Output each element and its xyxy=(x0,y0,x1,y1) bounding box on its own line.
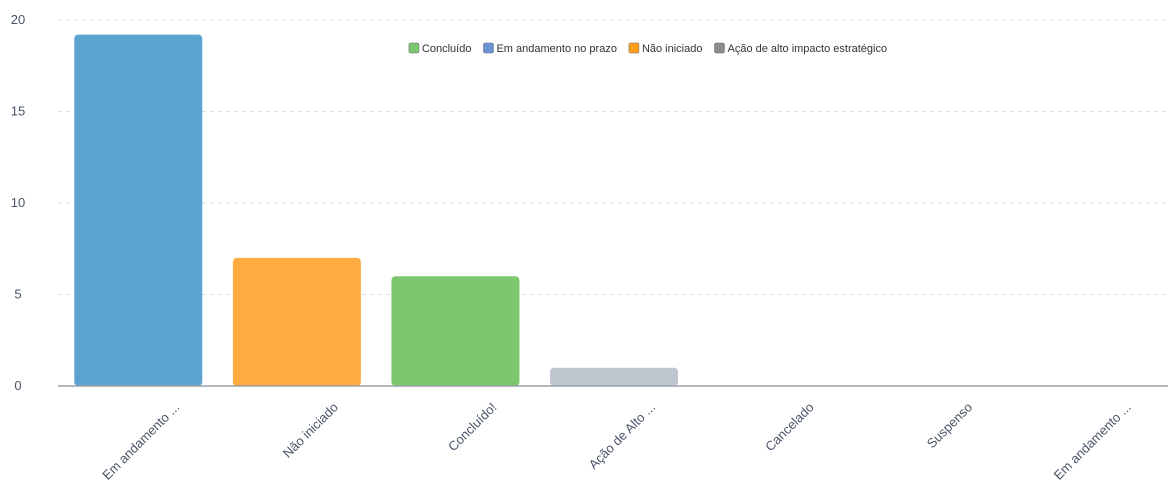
x-tick-label: Não iniciado xyxy=(280,400,341,461)
x-axis: Em andamento ... Não iniciado Concluído! Aç… xyxy=(99,400,1134,482)
y-axis: 0 5 10 15 20 xyxy=(11,12,25,393)
bar[interactable] xyxy=(232,257,361,386)
bar[interactable] xyxy=(74,34,203,386)
legend-swatch xyxy=(628,42,640,54)
legend-label[interactable]: Concluído xyxy=(422,43,472,55)
y-tick-label: 0 xyxy=(14,378,21,393)
legend-swatch xyxy=(408,42,420,54)
bar[interactable] xyxy=(391,276,520,386)
legend-label[interactable]: Ação de alto impacto estratégico xyxy=(727,43,887,55)
legend-label[interactable]: Não iniciado xyxy=(642,43,703,55)
legend-swatch xyxy=(714,42,725,54)
y-tick-label: 5 xyxy=(14,287,21,302)
y-tick-label: 10 xyxy=(11,195,25,210)
x-tick-label: Cancelado xyxy=(762,400,817,455)
x-tick-label: Em andamento ... xyxy=(1051,400,1134,482)
x-tick-label: Ação de Alto ... xyxy=(586,400,658,472)
x-tick-label: Suspenso xyxy=(924,400,975,451)
legend: Concluído Em andamento no prazo Não inicia… xyxy=(408,42,887,55)
legend-swatch xyxy=(483,42,494,54)
gridlines xyxy=(58,19,1168,295)
bars xyxy=(74,34,678,386)
y-tick-label: 20 xyxy=(11,12,25,27)
x-tick-label: Concluído! xyxy=(445,400,500,455)
y-tick-label: 15 xyxy=(11,104,25,119)
bar[interactable] xyxy=(550,367,678,386)
x-tick-label: Em andamento ... xyxy=(99,400,182,482)
legend-label[interactable]: Em andamento no prazo xyxy=(496,43,616,55)
